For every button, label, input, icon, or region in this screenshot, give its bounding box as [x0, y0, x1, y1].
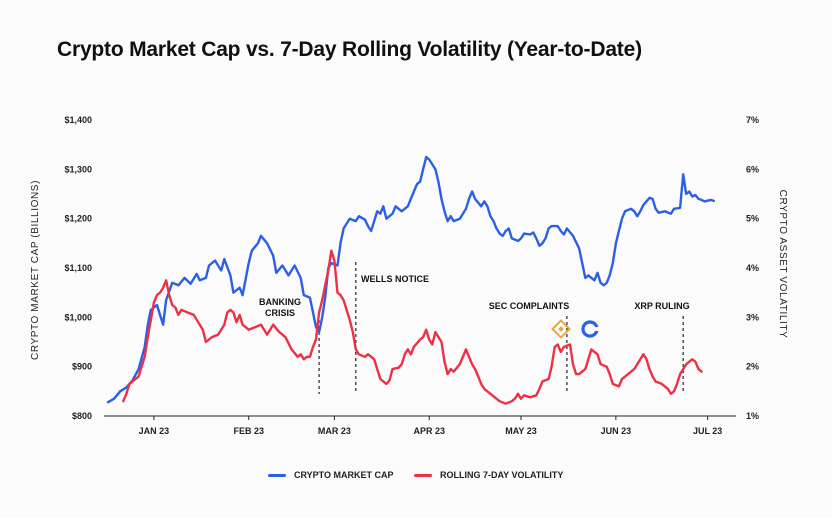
x-tick-label: MAR 23 [318, 426, 351, 436]
y-right-tick-label: 3% [746, 312, 759, 322]
y-left-tick-label: $1,400 [64, 115, 92, 125]
legend-label-market-cap: CRYPTO MARKET CAP [294, 470, 394, 480]
legend-market-cap: CRYPTO MARKET CAP [268, 470, 394, 480]
y-right-tick-label: 7% [746, 115, 759, 125]
series-layer [106, 155, 715, 405]
x-tick-label: JUN 23 [601, 426, 632, 436]
y-left-tick-label: $1,000 [64, 312, 92, 322]
x-tick-label: FEB 23 [233, 426, 264, 436]
y-right-tick-label: 6% [746, 164, 759, 174]
annotation-label-wells: WELLS NOTICE [361, 274, 429, 284]
x-tick-label: JUL 23 [693, 426, 722, 436]
x-tick-label: APR 23 [413, 426, 445, 436]
series-line-market-cap [106, 155, 715, 404]
coinbase-logo-icon [581, 320, 599, 338]
y-left-tick-label: $1,300 [64, 164, 92, 174]
annotation-label-xrp: XRP RULING [634, 301, 689, 311]
y-right-axis-title: CRYPTO ASSET VOLATILITY [777, 190, 788, 339]
chart-title: Crypto Market Cap vs. 7-Day Rolling Vola… [57, 38, 642, 61]
legend-swatch-volatility [414, 473, 432, 477]
annotation-label-banking: CRISIS [265, 308, 295, 318]
annotation-label-sec: SEC COMPLAINTS [489, 301, 570, 311]
y-right-tick-label: 2% [746, 362, 759, 372]
y-right-tick-label: 4% [746, 263, 759, 273]
axes-layer: $800 $900 $1,000 $1,100 $1,200 $1,300 $1,400 1%… [30, 115, 788, 436]
y-right-tick-label: 1% [746, 411, 759, 421]
y-left-tick-label: $1,200 [64, 214, 92, 224]
y-left-tick-label: $800 [72, 411, 92, 421]
legend-label-volatility: ROLLING 7-DAY VOLATILITY [440, 470, 564, 480]
legend-volatility: ROLLING 7-DAY VOLATILITY [414, 470, 563, 480]
y-left-tick-label: $900 [72, 362, 92, 372]
y-right-tick-label: 5% [746, 214, 759, 224]
legend-swatch-market-cap [268, 473, 286, 477]
x-tick-label: JAN 23 [139, 426, 170, 436]
y-left-axis-title: CRYPTO MARKET CAP (BILLIONS) [30, 180, 41, 360]
y-left-tick-label: $1,100 [64, 263, 92, 273]
x-tick-label: MAY 23 [505, 426, 537, 436]
binance-logo-icon [551, 319, 571, 339]
annotation-label-banking: BANKING [259, 297, 301, 307]
series-line-volatility [122, 249, 703, 405]
